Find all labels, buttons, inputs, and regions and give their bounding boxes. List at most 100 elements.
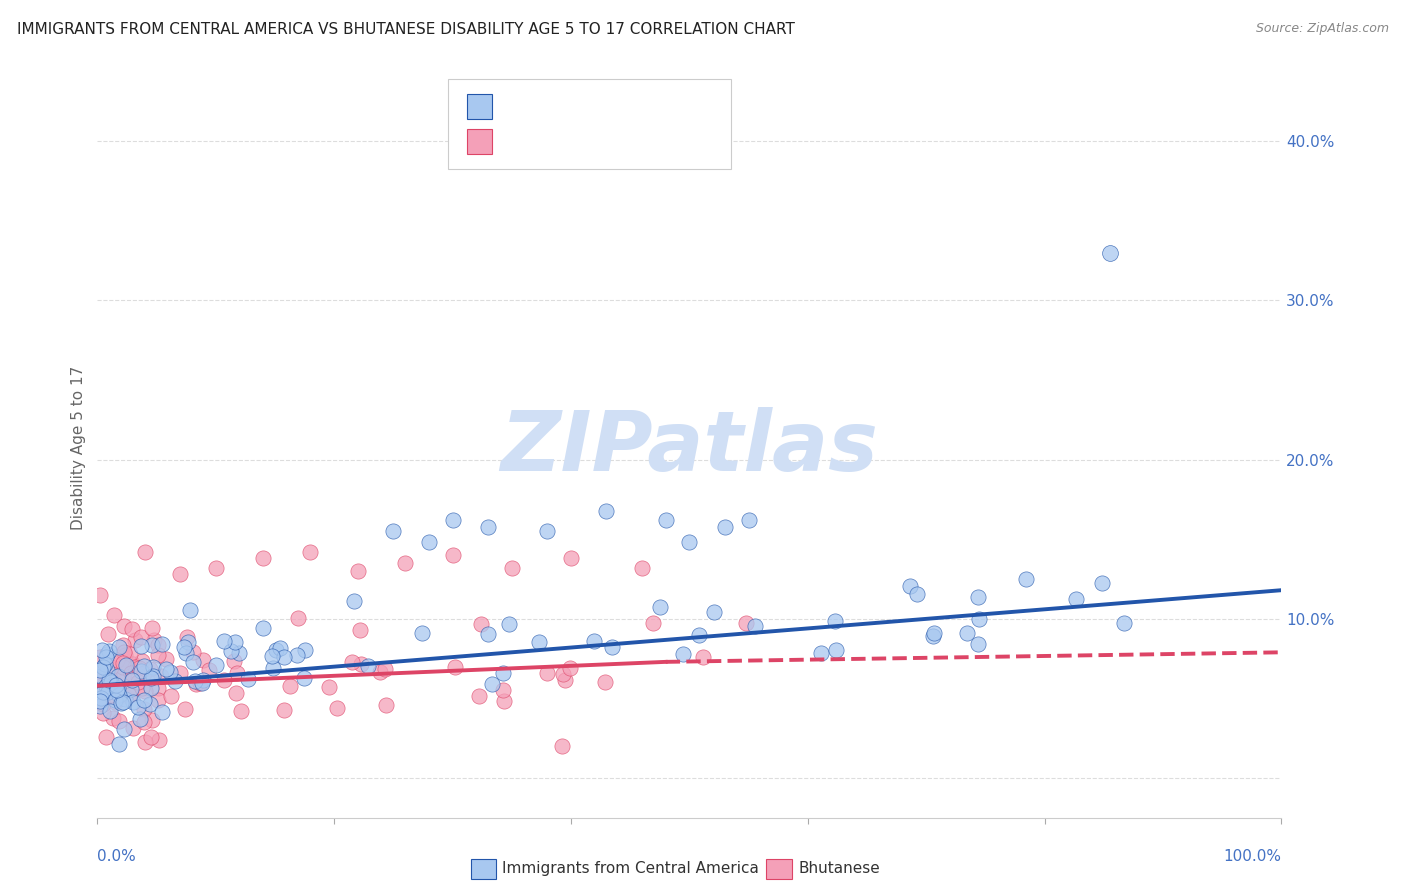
Point bbox=[98, 673, 121, 687]
Point bbox=[91, 642, 114, 657]
Point bbox=[141, 639, 163, 653]
Point bbox=[595, 503, 617, 517]
Y-axis label: Disability Age 5 to 17: Disability Age 5 to 17 bbox=[72, 366, 86, 530]
Point bbox=[252, 621, 274, 635]
Point bbox=[160, 690, 183, 704]
Point bbox=[631, 561, 654, 575]
Point bbox=[100, 683, 122, 698]
Point bbox=[551, 739, 574, 754]
Point bbox=[120, 688, 142, 702]
Point bbox=[481, 677, 503, 691]
Point bbox=[922, 629, 945, 643]
Point bbox=[441, 513, 464, 527]
Point bbox=[174, 646, 197, 660]
Point bbox=[91, 670, 114, 684]
Point bbox=[593, 675, 616, 690]
Point bbox=[142, 660, 165, 674]
Text: R =: R = bbox=[501, 133, 533, 148]
Point bbox=[357, 658, 380, 673]
Point bbox=[127, 699, 149, 714]
Point bbox=[96, 649, 118, 664]
Point bbox=[112, 666, 135, 681]
Point bbox=[824, 614, 846, 628]
Point bbox=[150, 637, 173, 651]
Point bbox=[141, 621, 163, 635]
Point bbox=[118, 647, 141, 661]
Point bbox=[131, 664, 153, 678]
Point bbox=[124, 659, 146, 673]
Point bbox=[340, 655, 363, 669]
Point bbox=[648, 599, 671, 614]
Text: N =: N = bbox=[589, 133, 623, 148]
Point bbox=[498, 617, 520, 632]
Point bbox=[441, 548, 464, 562]
Point bbox=[91, 706, 114, 720]
Point bbox=[132, 702, 155, 716]
Point bbox=[582, 634, 605, 648]
Point bbox=[181, 655, 204, 669]
Point bbox=[273, 650, 295, 665]
Point bbox=[134, 734, 156, 748]
Point bbox=[89, 649, 111, 664]
Point bbox=[122, 695, 145, 709]
Point bbox=[89, 588, 111, 602]
Point bbox=[191, 673, 214, 688]
Point bbox=[343, 594, 366, 608]
Point bbox=[89, 682, 111, 697]
Point bbox=[810, 646, 832, 660]
Point bbox=[152, 705, 174, 719]
Point bbox=[176, 630, 198, 644]
Point bbox=[96, 663, 118, 677]
Point bbox=[114, 692, 136, 706]
Text: R =: R = bbox=[501, 98, 533, 113]
Point bbox=[688, 628, 710, 642]
Point bbox=[131, 681, 153, 696]
Point bbox=[678, 535, 700, 549]
Point bbox=[260, 648, 283, 663]
Point bbox=[121, 673, 143, 687]
Point bbox=[105, 682, 128, 697]
Point bbox=[734, 615, 756, 630]
Point bbox=[122, 657, 145, 671]
Point bbox=[108, 688, 131, 702]
Text: IMMIGRANTS FROM CENTRAL AMERICA VS BHUTANESE DISABILITY AGE 5 TO 17 CORRELATION : IMMIGRANTS FROM CENTRAL AMERICA VS BHUTA… bbox=[17, 22, 794, 37]
Point bbox=[501, 561, 523, 575]
Point bbox=[229, 704, 252, 718]
Point bbox=[115, 658, 138, 673]
Point bbox=[148, 693, 170, 707]
Point bbox=[104, 695, 127, 709]
Point bbox=[90, 665, 112, 680]
Point bbox=[112, 722, 135, 736]
Point bbox=[184, 673, 207, 688]
Point bbox=[96, 647, 118, 661]
Point bbox=[104, 693, 127, 707]
Point bbox=[112, 619, 135, 633]
Point bbox=[1112, 615, 1135, 630]
Point bbox=[98, 681, 121, 696]
Point bbox=[898, 579, 921, 593]
Point bbox=[146, 681, 169, 695]
Point bbox=[672, 647, 695, 661]
Point bbox=[374, 663, 396, 677]
Point bbox=[551, 667, 574, 681]
Point bbox=[134, 683, 156, 698]
Point bbox=[191, 676, 214, 690]
Text: 0.320: 0.320 bbox=[536, 98, 583, 113]
Point bbox=[107, 681, 129, 695]
Point bbox=[188, 675, 211, 690]
Point bbox=[492, 682, 515, 697]
Point bbox=[98, 644, 121, 658]
Point bbox=[142, 668, 165, 682]
Point bbox=[905, 587, 928, 601]
Point bbox=[93, 697, 115, 711]
Point bbox=[922, 626, 945, 640]
Point bbox=[173, 640, 195, 654]
Point bbox=[103, 677, 125, 691]
Point bbox=[111, 660, 134, 674]
Point bbox=[600, 640, 623, 654]
Point bbox=[956, 626, 979, 640]
Point bbox=[219, 644, 242, 658]
Point bbox=[121, 622, 143, 636]
Point bbox=[418, 535, 440, 549]
Point bbox=[98, 704, 121, 718]
